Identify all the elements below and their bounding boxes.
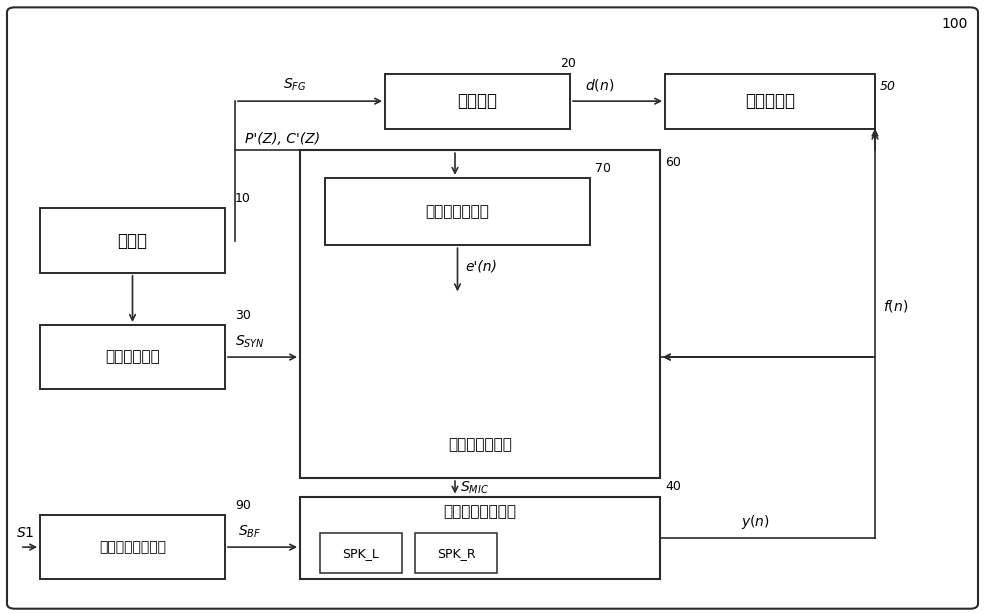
Text: P'(Z), C'(Z): P'(Z), C'(Z) [245, 132, 320, 146]
Text: $S_{BF}$: $S_{BF}$ [238, 524, 261, 539]
Bar [40, 325, 225, 389]
Text: e'(n): e'(n) [466, 260, 497, 273]
Text: $y(n)$: $y(n)$ [741, 512, 769, 530]
Text: 波束成形控制模块: 波束成形控制模块 [99, 540, 166, 554]
Text: $S_{FG}$: $S_{FG}$ [283, 77, 307, 93]
Text: 处理器: 处理器 [118, 232, 148, 249]
Bar [40, 208, 225, 273]
Text: 50: 50 [880, 80, 896, 93]
Bar [300, 150, 660, 478]
Bar [320, 533, 402, 573]
Text: 嵌入式控制器: 嵌入式控制器 [105, 349, 160, 365]
Text: $S_{MIC}$: $S_{MIC}$ [460, 479, 489, 495]
Text: 90: 90 [235, 499, 251, 512]
Text: 主动降噪控制器: 主动降噪控制器 [448, 437, 512, 452]
Bar [325, 178, 590, 245]
Bar [300, 497, 660, 579]
FancyBboxPatch shape [7, 7, 978, 609]
Bar [415, 533, 497, 573]
Text: SPK_R: SPK_R [437, 547, 475, 560]
Text: $d(n)$: $d(n)$ [585, 77, 614, 93]
Text: 60: 60 [665, 156, 681, 169]
Text: 40: 40 [665, 481, 681, 493]
Text: 虚拟麦克风模块: 虚拟麦克风模块 [426, 204, 489, 219]
Bar [665, 74, 875, 129]
Text: $S1$: $S1$ [16, 526, 34, 539]
Text: 多声道扬声器模块: 多声道扬声器模块 [444, 504, 516, 519]
Text: $S_{SYN}$: $S_{SYN}$ [235, 333, 265, 349]
Text: 风扇模块: 风扇模块 [458, 92, 498, 110]
Text: 30: 30 [235, 309, 251, 322]
Text: 10: 10 [235, 192, 251, 205]
Text: $f(n)$: $f(n)$ [883, 299, 908, 314]
Bar [40, 515, 225, 579]
Text: 参考麦克风: 参考麦克风 [745, 92, 795, 110]
Text: 20: 20 [560, 58, 576, 70]
Bar [385, 74, 570, 129]
Text: SPK_L: SPK_L [343, 547, 379, 560]
Text: 70: 70 [595, 162, 611, 175]
Text: 100: 100 [942, 17, 968, 31]
